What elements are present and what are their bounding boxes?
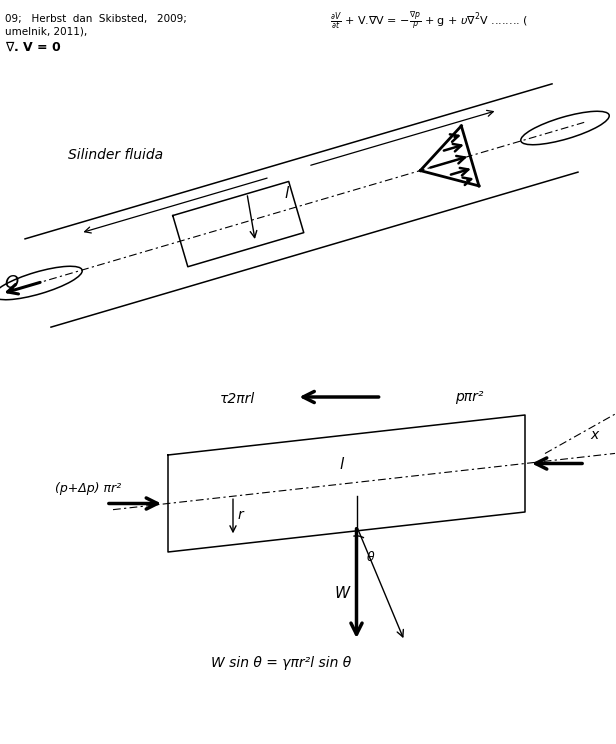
Text: 09;   Herbst  dan  Skibsted,   2009;: 09; Herbst dan Skibsted, 2009; (5, 14, 187, 24)
Text: W: W (334, 586, 350, 601)
Text: $\nabla$. V = 0: $\nabla$. V = 0 (5, 40, 62, 54)
Text: θ: θ (367, 551, 374, 564)
Text: τ2πrl: τ2πrl (220, 392, 255, 406)
Text: (p+Δp) πr²: (p+Δp) πr² (55, 482, 121, 495)
Text: l: l (285, 186, 289, 201)
Text: umelnik, 2011),: umelnik, 2011), (5, 26, 87, 36)
Text: r: r (238, 508, 244, 522)
Text: Q: Q (4, 274, 18, 292)
Text: l: l (339, 457, 344, 472)
Text: Silinder fluida: Silinder fluida (68, 148, 163, 162)
Text: pπr²: pπr² (455, 390, 484, 404)
Text: $\frac{\partial V}{\partial t}$ + V.$\nabla$V = $-\frac{\nabla p}{\rho}$ + g + $: $\frac{\partial V}{\partial t}$ + V.$\na… (330, 10, 528, 32)
Text: x: x (590, 428, 598, 442)
Text: W sin θ = γπr²l sin θ: W sin θ = γπr²l sin θ (211, 656, 352, 670)
